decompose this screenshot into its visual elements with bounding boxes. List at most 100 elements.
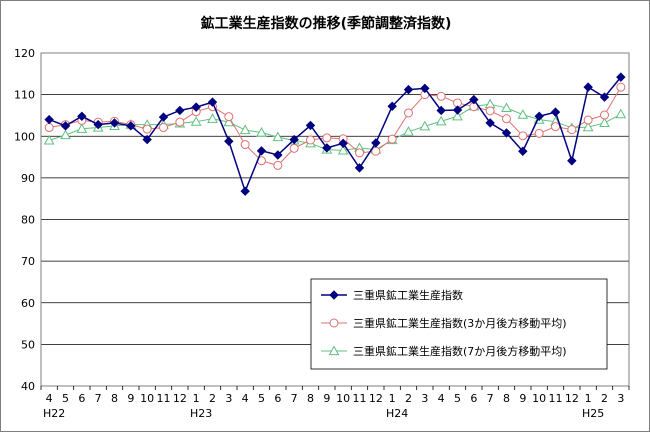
x-tick-label: 12 — [369, 392, 383, 405]
data-point — [190, 116, 202, 126]
data-point — [126, 121, 136, 131]
data-point — [191, 102, 201, 112]
data-point — [329, 318, 339, 328]
x-tick-label: 1 — [389, 392, 396, 405]
data-point — [616, 72, 626, 82]
data-point — [256, 126, 267, 137]
data-point — [289, 134, 299, 145]
legend-box — [310, 278, 608, 370]
data-point — [403, 84, 414, 95]
x-tick-label: 10 — [336, 392, 350, 405]
x-tick-label: 11 — [549, 392, 563, 405]
x-year-label: H23 — [190, 407, 212, 420]
data-point — [273, 150, 283, 160]
x-tick-label: 11 — [157, 392, 171, 405]
data-point — [322, 143, 332, 153]
x-tick-label: 6 — [78, 392, 85, 405]
data-point — [469, 94, 479, 105]
legend-label: 三重県鉱工業生産指数(3か月後方移動平均) — [353, 316, 567, 330]
data-point — [109, 118, 120, 128]
data-point — [534, 111, 544, 121]
data-point — [518, 146, 528, 156]
data-point — [239, 124, 251, 135]
x-tick-label: 12 — [173, 392, 187, 405]
data-point — [452, 105, 463, 115]
x-tick-label: 8 — [307, 392, 314, 405]
x-tick-label: 5 — [454, 392, 461, 405]
data-point — [273, 160, 283, 170]
x-tick-label: 4 — [438, 392, 445, 405]
data-point — [355, 148, 364, 158]
data-point — [435, 115, 447, 126]
y-tick-label: 120 — [14, 47, 35, 60]
x-tick-label: 4 — [242, 392, 249, 405]
data-point — [337, 144, 349, 155]
y-axis: 40 50 60 70 80 90 100 110 120 — [14, 47, 35, 393]
x-tick-label: 2 — [601, 392, 608, 405]
x-tick-label: 3 — [225, 392, 232, 405]
x-tick-label: 12 — [565, 392, 579, 405]
x-tick-label: 9 — [519, 392, 526, 405]
data-point — [599, 92, 610, 102]
data-point — [387, 134, 397, 144]
data-point — [387, 101, 397, 111]
legend-label: 三重県鉱工業生産指数(7か月後方移動平均) — [353, 344, 567, 358]
data-point — [43, 134, 55, 145]
x-tick-label: 3 — [421, 392, 428, 405]
data-point — [306, 135, 315, 145]
data-point — [582, 121, 594, 132]
y-tick-label: 70 — [21, 255, 35, 268]
data-point — [328, 345, 340, 356]
data-point — [44, 114, 54, 125]
chart-title: 鉱工業生産指数の推移(季節調整済指数) — [201, 15, 452, 32]
data-point — [256, 146, 267, 156]
data-point — [44, 123, 54, 133]
data-point — [403, 126, 414, 136]
x-tick-label: 3 — [617, 392, 624, 405]
data-point — [615, 108, 627, 119]
data-point — [223, 116, 235, 127]
x-tick-label: 5 — [258, 392, 265, 405]
x-tick-label: 4 — [46, 392, 53, 405]
x-tick-label: 2 — [405, 392, 412, 405]
data-point — [485, 118, 495, 128]
data-point — [567, 125, 577, 135]
data-point — [159, 123, 168, 133]
data-point — [224, 136, 234, 146]
data-point — [272, 131, 284, 142]
x-tick-label: 8 — [503, 392, 510, 405]
data-point — [322, 133, 332, 143]
x-tick-label: 8 — [111, 392, 118, 405]
data-point — [158, 112, 169, 122]
x-tick-label: 6 — [470, 392, 477, 405]
data-point — [224, 112, 234, 122]
y-tick-label: 110 — [14, 89, 35, 102]
x-tick-label: 7 — [487, 392, 494, 405]
data-point — [583, 82, 593, 92]
series-line — [48, 76, 622, 194]
data-point — [305, 120, 316, 131]
data-point — [551, 122, 560, 132]
data-point — [207, 97, 218, 107]
data-point — [517, 109, 529, 119]
data-point — [436, 105, 446, 116]
x-tick-label: 6 — [274, 392, 281, 405]
y-tick-label: 40 — [21, 380, 35, 393]
data-point — [142, 124, 152, 134]
x-tick-label: 9 — [323, 392, 330, 405]
data-point — [600, 110, 609, 120]
y-tick-label: 100 — [14, 130, 35, 143]
data-point — [76, 123, 88, 133]
data-point — [207, 113, 218, 123]
data-point — [93, 119, 103, 130]
data-point — [371, 138, 381, 148]
data-point — [142, 134, 152, 145]
y-tick-label: 90 — [21, 172, 35, 185]
data-point — [240, 140, 250, 150]
data-point — [240, 186, 250, 196]
data-point — [329, 290, 339, 300]
x-tick-label: 5 — [62, 392, 69, 405]
